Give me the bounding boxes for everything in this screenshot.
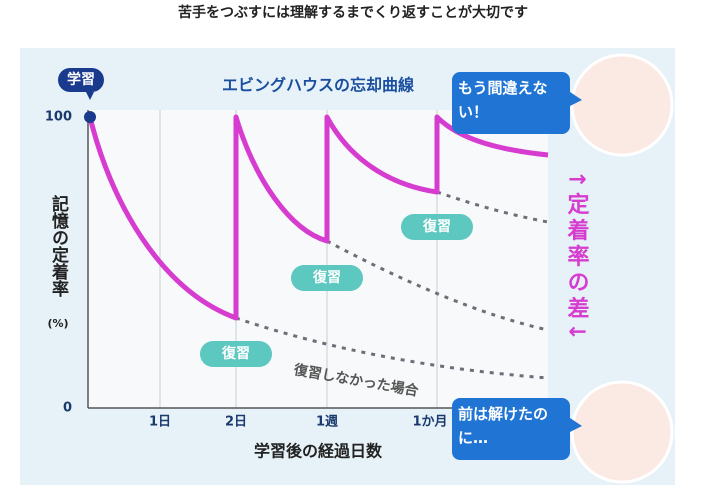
start-tag-text: 学習: [67, 71, 95, 88]
start-tag: [58, 68, 104, 92]
bubble: [452, 72, 570, 134]
review-text: 復習: [422, 218, 451, 235]
plot-area: [88, 110, 548, 408]
x-tick-label: 1か月: [412, 415, 447, 430]
difference-label: ↑定着率の差↓: [564, 170, 591, 345]
no-review-curves: [235, 190, 549, 380]
header-title: 苦手をつぶすには理解するまでくり返すことが大切です: [178, 4, 528, 21]
x-tick-label: 1日: [149, 415, 171, 430]
bubble: [452, 398, 570, 460]
start-tag-pointer: [86, 92, 94, 100]
x-tick-label: 1週: [316, 415, 338, 430]
review-text: 復習: [221, 345, 250, 362]
review-text: 復習: [312, 269, 341, 286]
x-axis-label: 学習後の経過日数: [254, 442, 383, 461]
review-curve: [87, 114, 549, 321]
photo-worried: [570, 380, 674, 484]
bubble-text: 前は解けたのに…: [458, 405, 549, 447]
start-point: [84, 111, 96, 123]
y-tick-label: 100: [45, 110, 72, 125]
y-axis-label: 記憶の定着率: [48, 194, 70, 298]
graph-title: エビングハウスの忘却曲線: [222, 76, 414, 95]
bubble-pointer: [570, 418, 582, 432]
bubble-pointer: [570, 92, 582, 106]
review-tag: [291, 265, 363, 291]
x-tick-label: 2日: [225, 415, 247, 430]
photo-happy: [570, 53, 674, 157]
review-tag: [401, 214, 473, 240]
bubble-text: もう間違えない！: [458, 79, 548, 121]
y-axis-unit: (%): [47, 317, 68, 330]
review-tag: [200, 341, 272, 367]
y-tick-label: 0: [63, 401, 72, 416]
